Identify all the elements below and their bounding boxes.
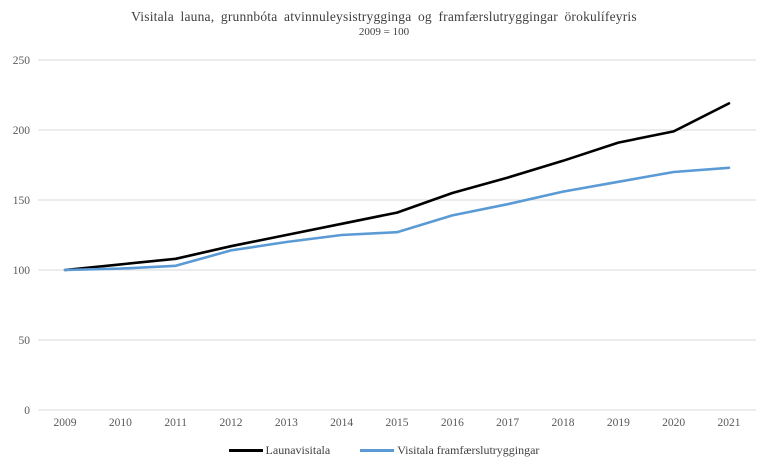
legend-line-swatch: [228, 449, 263, 452]
y-tick-label: 100: [13, 265, 31, 277]
y-tick-label: 250: [13, 55, 31, 67]
chart-title: Visitala launa, grunnbóta atvinnuleysist…: [131, 9, 637, 24]
series-line-launavisitala: [63, 102, 731, 272]
x-tick-label: 2017: [496, 417, 519, 429]
legend-item: Launavisitala: [228, 443, 331, 458]
x-tick-label: 2016: [441, 417, 464, 429]
x-tick-label: 2014: [330, 417, 353, 429]
y-tick-label: 150: [13, 195, 31, 207]
x-tick-label: 2009: [54, 417, 77, 429]
legend-label: Visitala framfærslutryggingar: [397, 443, 540, 457]
x-tick-label: 2010: [109, 417, 132, 429]
legend-item: Visitala framfærslutryggingar: [360, 443, 539, 458]
x-tick-label: 2012: [220, 417, 243, 429]
series-line-visitala-framf-rslutryggingar: [63, 166, 731, 272]
x-tick-label: 2021: [718, 417, 741, 429]
x-tick-label: 2015: [386, 417, 409, 429]
x-tick-label: 2011: [164, 417, 187, 429]
legend-line-swatch: [360, 449, 395, 452]
x-tick-label: 2013: [275, 417, 298, 429]
y-tick-label: 50: [19, 335, 31, 347]
legend: Launavisitala Visitala framfærslutryggin…: [0, 443, 768, 458]
chart-subtitle: 2009 = 100: [358, 26, 410, 38]
legend-label: Launavisitala: [265, 443, 331, 457]
y-tick-label: 200: [13, 125, 31, 137]
x-tick-label: 2020: [662, 417, 685, 429]
x-tick-label: 2018: [552, 417, 575, 429]
y-tick-label: 0: [24, 405, 30, 417]
x-tick-label: 2019: [607, 417, 630, 429]
